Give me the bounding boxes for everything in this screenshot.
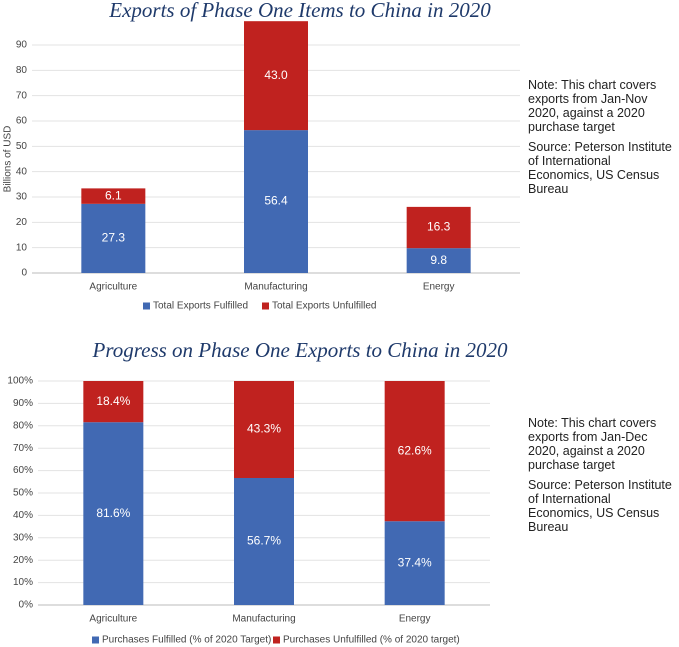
y-tick-label: 30 xyxy=(16,192,28,203)
x-tick-label: Manufacturing xyxy=(232,614,295,625)
y-tick-label: 0 xyxy=(21,268,27,279)
legend-label: Purchases Fulfilled (% of 2020 Target) xyxy=(102,635,271,646)
value-label: 81.6% xyxy=(96,506,130,520)
legend-label: Purchases Unfulfilled (% of 2020 target) xyxy=(283,635,460,646)
x-tick-label: Energy xyxy=(423,282,455,293)
bar-segment xyxy=(234,477,294,605)
bar-segment xyxy=(81,203,146,273)
value-label: 56.4 xyxy=(264,194,288,208)
x-tick-label: Agriculture xyxy=(89,614,137,625)
bar-segment xyxy=(384,381,445,522)
y-tick-label: 20% xyxy=(13,555,33,566)
legend-swatch xyxy=(262,302,269,310)
value-label: 6.1 xyxy=(105,188,122,202)
y-tick-label: 40% xyxy=(13,510,33,521)
y-tick-label: 0% xyxy=(19,600,34,611)
bar-segment xyxy=(81,188,146,204)
y-tick-label: 80% xyxy=(13,420,33,431)
y-tick-label: 80 xyxy=(16,65,28,76)
bar-segment xyxy=(244,21,308,131)
legend-swatch xyxy=(92,636,99,644)
y-tick-label: 40 xyxy=(16,166,28,177)
value-label: 56.7% xyxy=(247,534,281,548)
y-tick-label: 50 xyxy=(16,141,28,152)
x-tick-label: Energy xyxy=(399,614,431,625)
y-tick-label: 10% xyxy=(13,577,33,588)
x-tick-label: Manufacturing xyxy=(244,282,307,293)
y-tick-label: 100% xyxy=(7,376,33,387)
value-label: 27.3 xyxy=(102,231,126,245)
legend-swatch xyxy=(143,302,150,310)
y-tick-label: 90 xyxy=(16,40,28,51)
y-tick-label: 60% xyxy=(13,465,33,476)
bar-segment xyxy=(406,248,471,273)
note-text: Note: This chart covers exports from Jan… xyxy=(528,78,657,134)
value-label: 43.0 xyxy=(264,68,288,82)
x-tick-label: Agriculture xyxy=(89,282,137,293)
bar-segment xyxy=(244,130,308,273)
note-text: Source: Peterson Institute of Internatio… xyxy=(528,140,672,196)
y-axis-label: Billions of USD xyxy=(3,126,14,193)
bar-segment xyxy=(406,206,471,249)
y-tick-label: 30% xyxy=(13,532,33,543)
value-label: 18.4% xyxy=(96,394,130,408)
y-tick-label: 10 xyxy=(16,242,28,253)
y-tick-label: 70% xyxy=(13,443,33,454)
legend-label: Total Exports Fulfilled xyxy=(153,301,248,312)
y-tick-label: 70 xyxy=(16,90,28,101)
bar-segment xyxy=(384,521,445,605)
value-label: 43.3% xyxy=(247,422,281,436)
y-tick-label: 50% xyxy=(13,488,33,499)
legend-label: Total Exports Unfulfilled xyxy=(272,301,377,312)
bar-segment xyxy=(83,381,144,423)
legend-swatch xyxy=(273,636,280,644)
y-tick-label: 90% xyxy=(13,398,33,409)
note-text: Note: This chart covers exports from Jan… xyxy=(528,416,657,472)
value-label: 16.3 xyxy=(427,220,451,234)
bar-segment xyxy=(83,422,144,605)
note: Note: This chart covers exports from Jan… xyxy=(528,78,678,202)
value-label: 9.8 xyxy=(430,253,447,267)
y-tick-label: 20 xyxy=(16,217,28,228)
chart-title: Exports of Phase One Items to China in 2… xyxy=(108,0,491,22)
note: Note: This chart covers exports from Jan… xyxy=(528,416,678,540)
bar-segment xyxy=(234,381,294,478)
value-label: 37.4% xyxy=(398,555,432,569)
value-label: 62.6% xyxy=(398,443,432,457)
chart-title: Progress on Phase One Exports to China i… xyxy=(92,338,508,362)
note-text: Source: Peterson Institute of Internatio… xyxy=(528,478,672,534)
y-tick-label: 60 xyxy=(16,116,28,127)
